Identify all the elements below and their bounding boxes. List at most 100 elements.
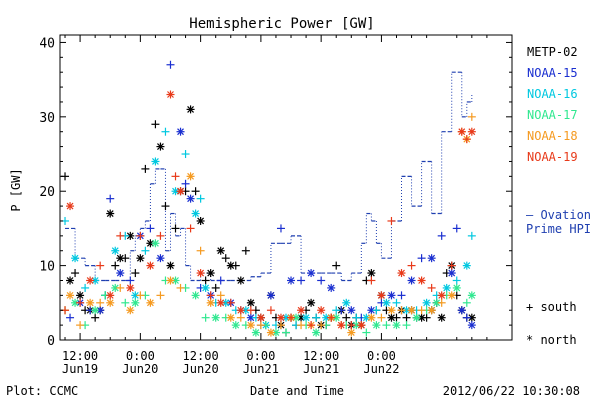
plot-timestamp: 2012/06/22 10:30:08 (443, 384, 580, 398)
noaa-18-south-marker (136, 291, 145, 300)
marker-stroke (207, 269, 215, 277)
noaa-15-north-marker (327, 283, 336, 292)
noaa-19-south-marker (186, 224, 195, 233)
noaa-18-north-marker (427, 306, 436, 315)
noaa-18-north-marker (266, 328, 275, 337)
noaa-15-south-marker (146, 224, 155, 233)
marker-stroke (428, 254, 436, 262)
data-markers (61, 60, 476, 337)
marker-stroke (468, 321, 476, 329)
noaa-19-north-marker (437, 291, 446, 300)
marker-stroke (322, 314, 330, 322)
marker-stroke (247, 299, 255, 307)
noaa-17-north-marker (312, 328, 321, 337)
marker-stroke (66, 202, 74, 210)
metp-02-north-marker (196, 216, 205, 225)
marker-stroke (106, 299, 114, 307)
marker-stroke (232, 321, 240, 329)
noaa-15-south-marker (462, 313, 471, 322)
noaa-19-north-marker (236, 306, 245, 315)
noaa-15-south-marker (166, 60, 175, 69)
metp-02-south-marker (211, 283, 220, 292)
noaa-17-south-marker (382, 321, 391, 330)
noaa-15-south-marker (106, 194, 115, 203)
noaa-15-north-marker (467, 321, 476, 330)
marker-stroke (423, 299, 431, 307)
noaa-19-north-marker (256, 313, 265, 322)
x-axis-label: Date and Time (250, 384, 344, 398)
marker-stroke (307, 299, 315, 307)
noaa-15-north-marker (156, 254, 165, 263)
metp-02-north-marker (236, 276, 245, 285)
marker-stroke (237, 306, 245, 314)
noaa-18-south-marker (196, 246, 205, 255)
noaa-19-south-marker (96, 261, 105, 270)
marker-stroke (202, 284, 210, 292)
x-tick-label-time: 12:00 (62, 349, 98, 363)
noaa-18-north-marker (66, 291, 75, 300)
x-tick-label-date: Jun22 (363, 362, 399, 376)
marker-stroke (277, 314, 285, 322)
x-tick-label-time: 12:00 (303, 349, 339, 363)
noaa-17-north-marker (91, 306, 100, 315)
marker-stroke (398, 269, 405, 277)
metp-02-north-marker (156, 142, 165, 151)
marker-stroke (438, 314, 446, 322)
noaa-19-north-marker (467, 127, 476, 136)
metp-02-south-marker (91, 313, 100, 322)
marker-stroke (282, 314, 290, 322)
marker-stroke (212, 314, 220, 322)
metp-02-south-marker (221, 254, 230, 263)
noaa-19-south-marker (387, 216, 396, 225)
noaa-18-north-marker (367, 313, 376, 322)
metp-02-north-marker (186, 105, 195, 114)
noaa-18-south-marker (297, 321, 306, 330)
noaa-16-south-marker (161, 127, 170, 136)
y-tick-label: 30 (39, 111, 55, 126)
metp-02-north-marker (246, 298, 255, 307)
noaa-17-south-marker (121, 298, 130, 307)
noaa-19-north-marker (126, 283, 135, 292)
noaa-19-south-marker (462, 135, 471, 144)
marker-stroke (217, 247, 225, 255)
noaa-19-north-marker (106, 291, 115, 300)
noaa-19-north-marker (417, 276, 426, 285)
marker-stroke (157, 143, 164, 151)
noaa-18-south-marker (317, 321, 326, 330)
noaa-19-south-marker (116, 231, 125, 240)
marker-stroke (438, 291, 446, 299)
noaa-18-south-marker (417, 306, 426, 315)
noaa-19-north-marker (357, 321, 366, 330)
marker-stroke (157, 254, 164, 262)
metp-02-north-marker (307, 298, 316, 307)
marker-stroke (332, 314, 340, 322)
legend-noaa-19: NOAA-19 (527, 150, 578, 164)
marker-stroke (388, 306, 395, 314)
marker-stroke (242, 306, 250, 314)
noaa-18-south-marker (156, 291, 165, 300)
marker-stroke (91, 277, 99, 284)
marker-stroke (408, 277, 415, 284)
marker-stroke (167, 91, 174, 98)
noaa-18-north-marker (246, 321, 255, 330)
marker-stroke (116, 254, 124, 262)
noaa-18-south-marker (397, 306, 406, 315)
marker-stroke (257, 314, 265, 322)
noaa-16-north-marker (462, 261, 471, 270)
chart-title: Hemispheric Power [GW] (189, 16, 374, 32)
metp-02-south-marker (342, 313, 351, 322)
legend-metp-02: METP-02 (527, 45, 578, 59)
noaa-17-north-marker (171, 276, 180, 285)
noaa-16-south-marker (81, 283, 90, 292)
legend-ovation-sub: Prime HPI (526, 222, 591, 236)
marker-stroke (146, 299, 154, 307)
marker-stroke (287, 277, 295, 284)
noaa-19-south-marker (206, 291, 215, 300)
noaa-18-north-marker (126, 306, 135, 315)
marker-stroke (267, 329, 275, 336)
noaa-17-south-marker (402, 321, 411, 330)
noaa-15-south-marker (437, 231, 446, 240)
noaa-18-south-marker (236, 313, 245, 322)
marker-stroke (111, 247, 119, 255)
noaa-18-north-marker (206, 298, 215, 307)
